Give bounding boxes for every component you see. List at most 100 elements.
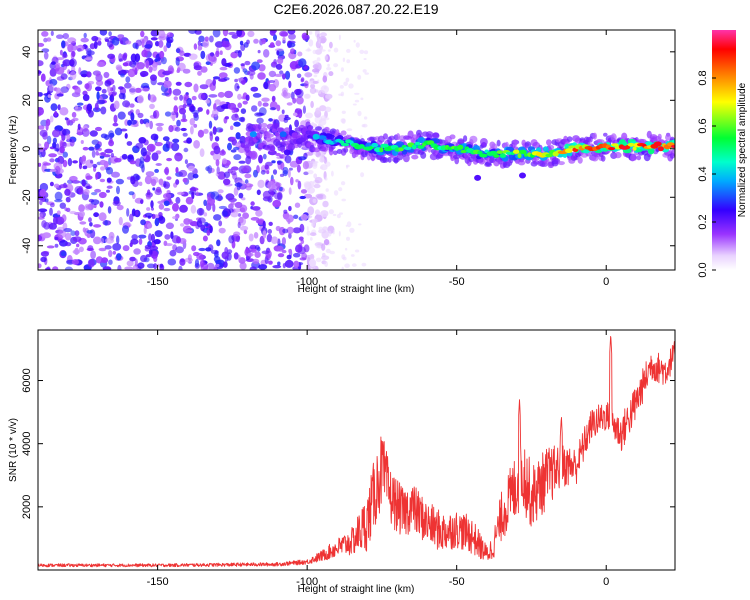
spectrogram-ridge-core [411, 144, 417, 150]
spectrogram-noise-speckle [301, 252, 307, 260]
spectrogram-noise-speckle [135, 142, 144, 149]
spectrogram-noise-speckle [150, 200, 154, 209]
spectrogram-noise-speckle [198, 92, 206, 100]
spectrogram-noise-speckle [128, 191, 135, 196]
spectrogram-noise-speckle [206, 109, 210, 115]
spectrogram-noise-speckle [214, 41, 224, 48]
spectrogram-noise-speckle [54, 110, 58, 117]
spectrogram-noise-speckle [58, 184, 68, 189]
spectrogram-noise-speckle [227, 142, 232, 151]
spectrogram-noise-speckle [150, 37, 158, 41]
spectrogram-noise-speckle [122, 225, 129, 234]
spectrogram-noise-speckle [281, 237, 286, 246]
spectrogram-noise-speckle [97, 40, 102, 46]
spectrogram-noise-speckle [125, 40, 132, 45]
spectrogram-noise-speckle [262, 230, 267, 239]
spectrogram-noise-speckle [176, 236, 181, 244]
spectrogram-noise-speckle [293, 260, 300, 268]
spectrogram-fringe-speckle [333, 63, 339, 68]
spectrogram-frame [37, 29, 676, 271]
spectrogram-fringe-speckle [338, 230, 341, 237]
spectrogram-noise-speckle [257, 49, 261, 54]
spectrogram-noise-speckle [169, 249, 177, 257]
spectrogram-noise-speckle [99, 30, 108, 36]
spectrogram-noise-speckle [325, 93, 333, 100]
spectrogram-ridge-halo [453, 154, 461, 160]
spectrogram-noise-speckle [105, 237, 115, 244]
spectrogram-noise-speckle [117, 264, 122, 270]
spectrogram-noise-speckle [182, 132, 188, 137]
spectrogram-fringe-speckle [306, 226, 309, 231]
spectrogram-noise-speckle [179, 50, 185, 57]
spectrogram-noise-speckle [191, 95, 197, 101]
spectrogram-noise-speckle [262, 102, 269, 107]
spectrogram-noise-speckle [107, 85, 111, 94]
spectrogram-noise-speckle [62, 53, 68, 59]
spectrogram-noise-speckle [69, 70, 77, 80]
spectrogram-noise-speckle [105, 167, 111, 171]
spectrogram-noise-speckle [230, 149, 237, 153]
spectrogram-noise-speckle [104, 148, 114, 154]
spectrogram-fringe-speckle [325, 188, 329, 192]
spectrogram-noise-speckle [304, 80, 309, 89]
spectrogram-noise-speckle [288, 248, 292, 254]
x-tick-label: -50 [449, 576, 465, 588]
spectrogram-fringe-speckle [361, 262, 367, 267]
spectrogram-noise-speckle [261, 250, 270, 255]
spectrogram-noise-speckle [82, 128, 90, 137]
spectrogram-noise-speckle [99, 155, 105, 159]
spectrogram-fringe-speckle [355, 42, 360, 48]
spectrogram-noise-speckle [126, 208, 130, 217]
spectrogram-noise-speckle [74, 86, 81, 95]
spectrogram-fringe-speckle [327, 49, 331, 52]
colorbar-tick-label: 0.2 [697, 214, 709, 229]
spectrogram-noise-speckle [276, 245, 284, 252]
spectrogram-noise-speckle [268, 221, 273, 226]
spectrogram-noise-speckle [38, 125, 45, 130]
spectrogram-noise-speckle [145, 254, 152, 258]
spectrogram-noise-speckle [284, 70, 291, 80]
spectrogram-noise-speckle [38, 263, 42, 269]
spectrogram-fringe-speckle [360, 172, 365, 178]
spectrogram-noise-speckle [254, 251, 261, 258]
spectrogram-noise-speckle [208, 120, 213, 129]
spectrogram-ridge-halo [340, 130, 347, 136]
spectrogram-noise-speckle [218, 220, 223, 227]
spectrogram-fringe-speckle [323, 86, 327, 90]
spectrogram-noise-speckle [207, 197, 215, 206]
spectrogram-noise-speckle [114, 127, 123, 136]
spectrogram-noise-speckle [254, 244, 260, 250]
spectrogram-noise-speckle [63, 228, 73, 233]
spectrogram-ridge-core [479, 153, 488, 158]
spectrogram-ridge-band [303, 133, 310, 140]
spectrogram-noise-speckle [320, 85, 329, 94]
spectrogram-noise-speckle [288, 205, 292, 212]
spectrogram-noise-speckle [246, 39, 250, 45]
spectrogram-noise-speckle [39, 146, 44, 153]
spectrogram-fringe-speckle [327, 63, 330, 67]
spectrogram-noise-speckle [286, 226, 294, 235]
spectrogram-noise-speckle [86, 71, 92, 78]
spectrogram-noise-speckle [171, 142, 180, 152]
spectrogram-fringe-speckle [325, 161, 331, 167]
spectrogram-noise-speckle [50, 103, 58, 111]
spectrogram-noise-speckle [166, 176, 172, 181]
spectrogram-noise-speckle [287, 169, 291, 178]
spectrogram-noise-speckle [212, 76, 221, 80]
spectrogram-ridge-halo [438, 139, 446, 144]
spectrogram-noise-speckle [80, 156, 86, 165]
spectrogram-ridge-core [632, 146, 637, 151]
spectrogram-noise-speckle [200, 262, 209, 270]
spectrogram-noise-speckle [252, 258, 260, 265]
spectrogram-noise-speckle [116, 66, 123, 71]
spectrogram-noise-speckle [130, 112, 135, 121]
spectrogram-noise-speckle [294, 119, 299, 128]
spectrogram-noise-speckle [106, 177, 112, 183]
spectrogram-noise-speckle [223, 77, 230, 81]
spectrogram-blob [519, 172, 526, 179]
spectrogram-noise-speckle [285, 214, 294, 223]
spectrogram-noise-speckle [164, 234, 171, 240]
spectrogram-noise-speckle [41, 48, 50, 53]
spectrogram-noise-speckle [250, 86, 259, 92]
spectrogram-noise-speckle [154, 218, 160, 227]
